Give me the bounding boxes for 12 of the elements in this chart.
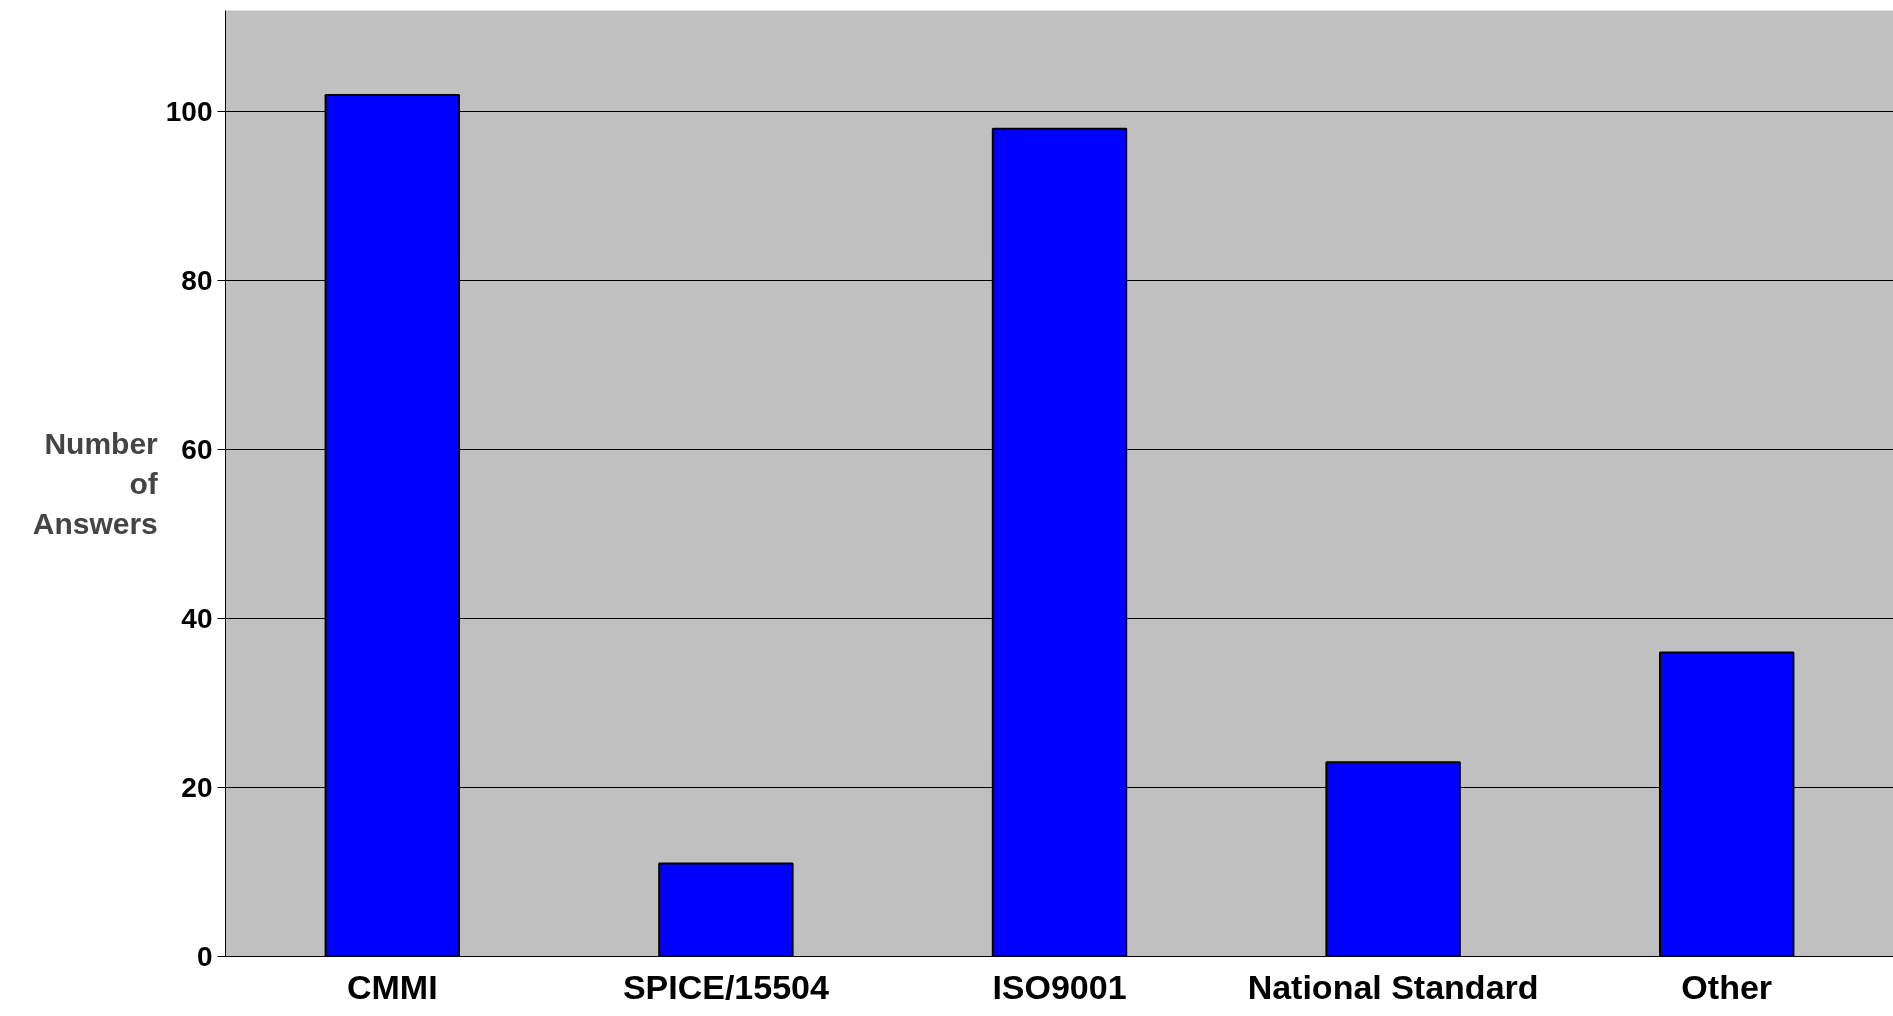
x-tick-label: ISO9001: [992, 967, 1127, 1006]
y-tick-label: 100: [165, 96, 213, 128]
y-tick-label: 20: [181, 772, 213, 804]
y-axis-title: Number of Answers: [32, 427, 159, 540]
x-tick-label: National Standard: [1247, 967, 1539, 1006]
y-tick-label: 40: [181, 603, 213, 635]
y-tick-label: 80: [181, 265, 213, 297]
x-tick-label: Other: [1681, 967, 1773, 1006]
y-tick-label: 60: [181, 434, 213, 466]
x-tick-label: SPICE/15504: [622, 967, 829, 1006]
y-tick-label: 0: [196, 941, 213, 972]
x-tick-label: CMMI: [346, 967, 438, 1006]
